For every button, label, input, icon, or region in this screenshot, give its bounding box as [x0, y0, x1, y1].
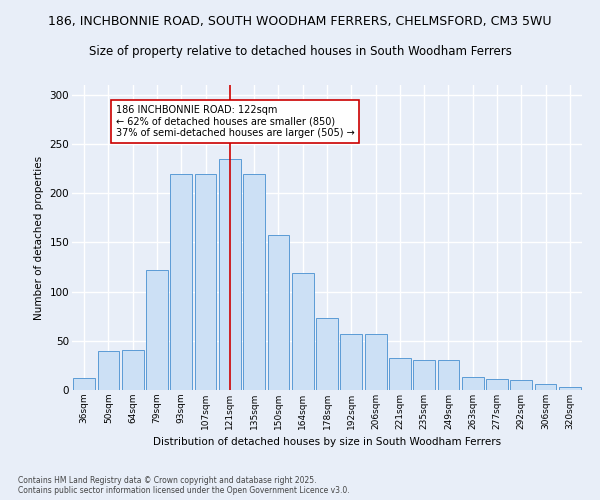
Bar	[219, 159, 241, 390]
Bar	[170, 174, 192, 390]
Bar	[462, 377, 484, 390]
Bar	[437, 360, 460, 390]
Bar	[389, 358, 411, 390]
Bar	[511, 380, 532, 390]
Text: Size of property relative to detached houses in South Woodham Ferrers: Size of property relative to detached ho…	[89, 45, 511, 58]
Bar	[535, 384, 556, 390]
Bar	[97, 350, 119, 390]
Bar	[146, 270, 168, 390]
Bar	[486, 379, 508, 390]
Bar	[340, 334, 362, 390]
Bar	[73, 378, 95, 390]
Bar	[194, 174, 217, 390]
Text: 186, INCHBONNIE ROAD, SOUTH WOODHAM FERRERS, CHELMSFORD, CM3 5WU: 186, INCHBONNIE ROAD, SOUTH WOODHAM FERR…	[48, 15, 552, 28]
Bar	[365, 334, 386, 390]
Bar	[413, 360, 435, 390]
X-axis label: Distribution of detached houses by size in South Woodham Ferrers: Distribution of detached houses by size …	[153, 438, 501, 448]
Bar	[268, 234, 289, 390]
Bar	[559, 387, 581, 390]
Bar	[316, 318, 338, 390]
Y-axis label: Number of detached properties: Number of detached properties	[34, 156, 44, 320]
Bar	[292, 273, 314, 390]
Bar	[243, 174, 265, 390]
Bar	[122, 350, 143, 390]
Text: Contains HM Land Registry data © Crown copyright and database right 2025.
Contai: Contains HM Land Registry data © Crown c…	[18, 476, 350, 495]
Text: 186 INCHBONNIE ROAD: 122sqm
← 62% of detached houses are smaller (850)
37% of se: 186 INCHBONNIE ROAD: 122sqm ← 62% of det…	[116, 104, 355, 138]
